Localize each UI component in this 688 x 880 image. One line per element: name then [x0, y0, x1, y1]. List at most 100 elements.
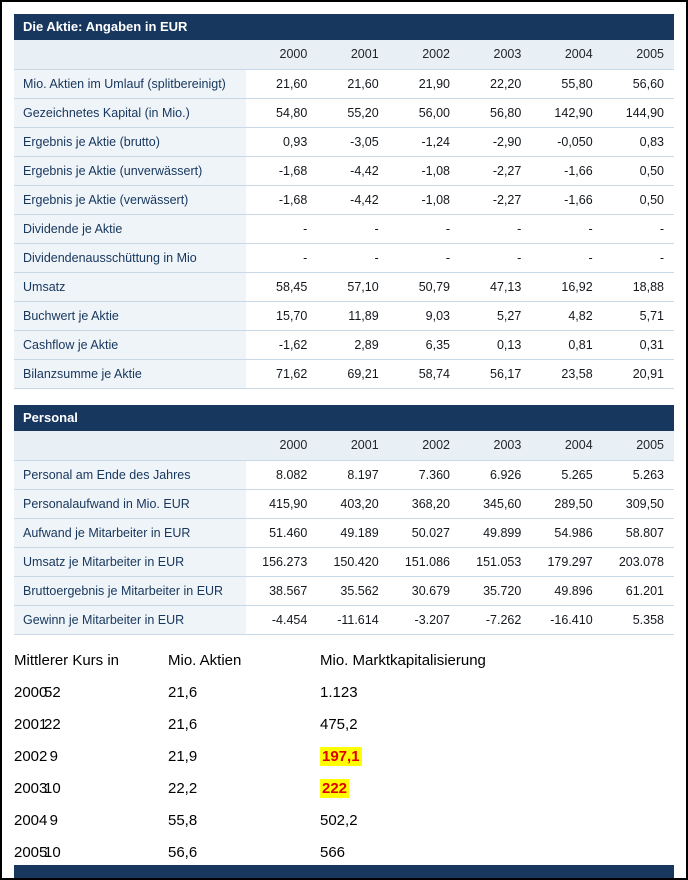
- value-cell: 57,10: [347, 280, 379, 294]
- value-cell: 16,92: [561, 280, 593, 294]
- value-cell: 56,60: [632, 77, 664, 91]
- value-cell: -: [659, 222, 664, 236]
- table-row: Bilanzsumme je Aktie 71,62 69,21 58,74 56,17…: [14, 360, 674, 389]
- table-row: Gezeichnetes Kapital (in Mio.) 54,80 55,20…: [14, 99, 674, 128]
- value-cell: -: [659, 251, 664, 265]
- table-row: Ergebnis je Aktie (brutto) 0,93 -3,05 -1,24…: [14, 128, 674, 157]
- value-cell: 49.189: [340, 526, 379, 540]
- market-row: 2003 10 22,2 222: [14, 773, 674, 805]
- value-cell: -: [517, 251, 522, 265]
- aktie-table: Die Aktie: Angaben in EUR 2000 2001 2002 20…: [14, 14, 674, 389]
- value-cell: 5.265: [561, 468, 593, 482]
- value-cell: 415,90: [269, 497, 308, 511]
- value-cell: 309,50: [625, 497, 664, 511]
- market-kurs: 22: [44, 716, 61, 733]
- market-aktien: 21,6: [168, 716, 198, 733]
- market-kurs: 10: [44, 780, 61, 797]
- value-cell: 11,89: [348, 309, 379, 323]
- value-cell: 0,93: [282, 135, 308, 149]
- value-cell: 345,60: [483, 497, 522, 511]
- market-row: 2000 52 21,6 1.123: [14, 677, 674, 709]
- row-label: Umsatz je Mitarbeiter in EUR: [14, 548, 246, 576]
- market-year: 2001: [14, 716, 48, 733]
- value-cell: 58,74: [418, 367, 450, 381]
- value-cell: 0,50: [639, 193, 664, 207]
- table-row: Dividende je Aktie - - - - - -: [14, 215, 674, 244]
- table-row: Dividendenausschüttung in Mio - - - - - -: [14, 244, 674, 273]
- personal-table-title-bar: Personal: [14, 405, 674, 431]
- table-row: Ergebnis je Aktie (verwässert) -1,68 -4,42…: [14, 186, 674, 215]
- market-rows: 2000 52 21,6 1.123 2001 22 21,6 475,2 2002 9 21,9 1…: [14, 677, 674, 869]
- year-cell: 2001: [350, 438, 379, 452]
- value-cell: 58,45: [276, 280, 308, 294]
- value-cell: 38.567: [269, 584, 308, 598]
- market-year: 2000: [14, 684, 48, 701]
- value-cell: 0,31: [639, 338, 664, 352]
- market-year: 2005: [14, 844, 48, 861]
- market-header-aktien: Mio. Aktien: [168, 652, 242, 669]
- table-body: 2000 2001 2002 2003 2004 2005 Mio. Aktien im U…: [14, 40, 674, 389]
- truncated-table-header-bar: [14, 865, 674, 878]
- value-cell: 21,60: [347, 77, 379, 91]
- value-cell: -1,08: [421, 164, 451, 178]
- corner-cell: [14, 40, 246, 69]
- market-cap-cell: 502,2: [320, 805, 674, 837]
- value-cell: 6,35: [425, 338, 450, 352]
- row-label: Personal am Ende des Jahres: [14, 461, 246, 489]
- market-aktien: 21,9: [168, 748, 198, 765]
- highlighted-market-cap-value: 222: [320, 779, 350, 798]
- row-label: Ergebnis je Aktie (unverwässert): [14, 157, 246, 185]
- value-cell: 50.027: [411, 526, 450, 540]
- value-cell: -4,42: [350, 164, 379, 178]
- row-label: Bruttoergebnis je Mitarbeiter in EUR: [14, 577, 246, 605]
- table-row: Umsatz je Mitarbeiter in EUR 156.273 150.4…: [14, 548, 674, 577]
- value-cell: -11.614: [337, 613, 379, 627]
- value-cell: -0,050: [557, 135, 593, 149]
- value-cell: 58.807: [625, 526, 664, 540]
- value-cell: 15,70: [276, 309, 308, 323]
- value-cell: 54.986: [554, 526, 593, 540]
- table-row: Personalaufwand in Mio. EUR 415,90 403,20 3…: [14, 490, 674, 519]
- value-cell: 47,13: [490, 280, 522, 294]
- value-cell: 0,81: [568, 338, 593, 352]
- value-cell: 55,20: [347, 106, 379, 120]
- market-cap-section: Mittlerer Kurs in Mio. Aktien Mio. Markt…: [14, 651, 674, 869]
- market-header-marktkap: Mio. Marktkapitalisierung: [320, 652, 486, 669]
- value-cell: 61.201: [625, 584, 664, 598]
- market-cap-cell: 1.123: [320, 677, 674, 709]
- market-cap-cell: 475,2: [320, 709, 674, 741]
- personal-table: Personal 2000 2001 2002 2003 2004 2005 Persona…: [14, 405, 674, 635]
- value-cell: -7.262: [485, 613, 522, 627]
- value-cell: 5,27: [496, 309, 522, 323]
- table-body: 2000 2001 2002 2003 2004 2005 Personal am Ende…: [14, 431, 674, 635]
- value-cell: 21,60: [276, 77, 308, 91]
- market-cap-value: 502,2: [320, 812, 358, 829]
- value-cell: 5.263: [632, 468, 664, 482]
- market-kurs: 52: [44, 684, 61, 701]
- table-row: Ergebnis je Aktie (unverwässert) -1,68 -4,…: [14, 157, 674, 186]
- market-cap-cell: 566: [320, 837, 674, 869]
- value-cell: 368,20: [411, 497, 450, 511]
- value-cell: 0,83: [639, 135, 664, 149]
- value-cell: -1,68: [278, 193, 308, 207]
- value-cell: -: [588, 222, 593, 236]
- row-label: Umsatz: [14, 273, 246, 301]
- value-cell: -2,27: [492, 164, 522, 178]
- value-cell: 50,79: [418, 280, 450, 294]
- market-cap-value: 1.123: [320, 684, 358, 701]
- value-cell: 150.420: [333, 555, 379, 569]
- value-cell: 2,89: [354, 338, 379, 352]
- market-aktien: 56,6: [168, 844, 198, 861]
- value-cell: -4,42: [350, 193, 379, 207]
- year-cell: 2004: [564, 438, 593, 452]
- table-row: Mio. Aktien im Umlauf (splitbereinigt) 21…: [14, 70, 674, 99]
- value-cell: 7.360: [418, 468, 450, 482]
- value-cell: -16.410: [550, 613, 593, 627]
- value-cell: -1,68: [278, 164, 308, 178]
- table-row: Cashflow je Aktie -1,62 2,89 6,35 0,13 0,81 0,…: [14, 331, 674, 360]
- value-cell: 51.460: [269, 526, 308, 540]
- year-header-row: 2000 2001 2002 2003 2004 2005: [14, 431, 674, 461]
- value-cell: 69,21: [347, 367, 379, 381]
- value-cell: 56,80: [490, 106, 522, 120]
